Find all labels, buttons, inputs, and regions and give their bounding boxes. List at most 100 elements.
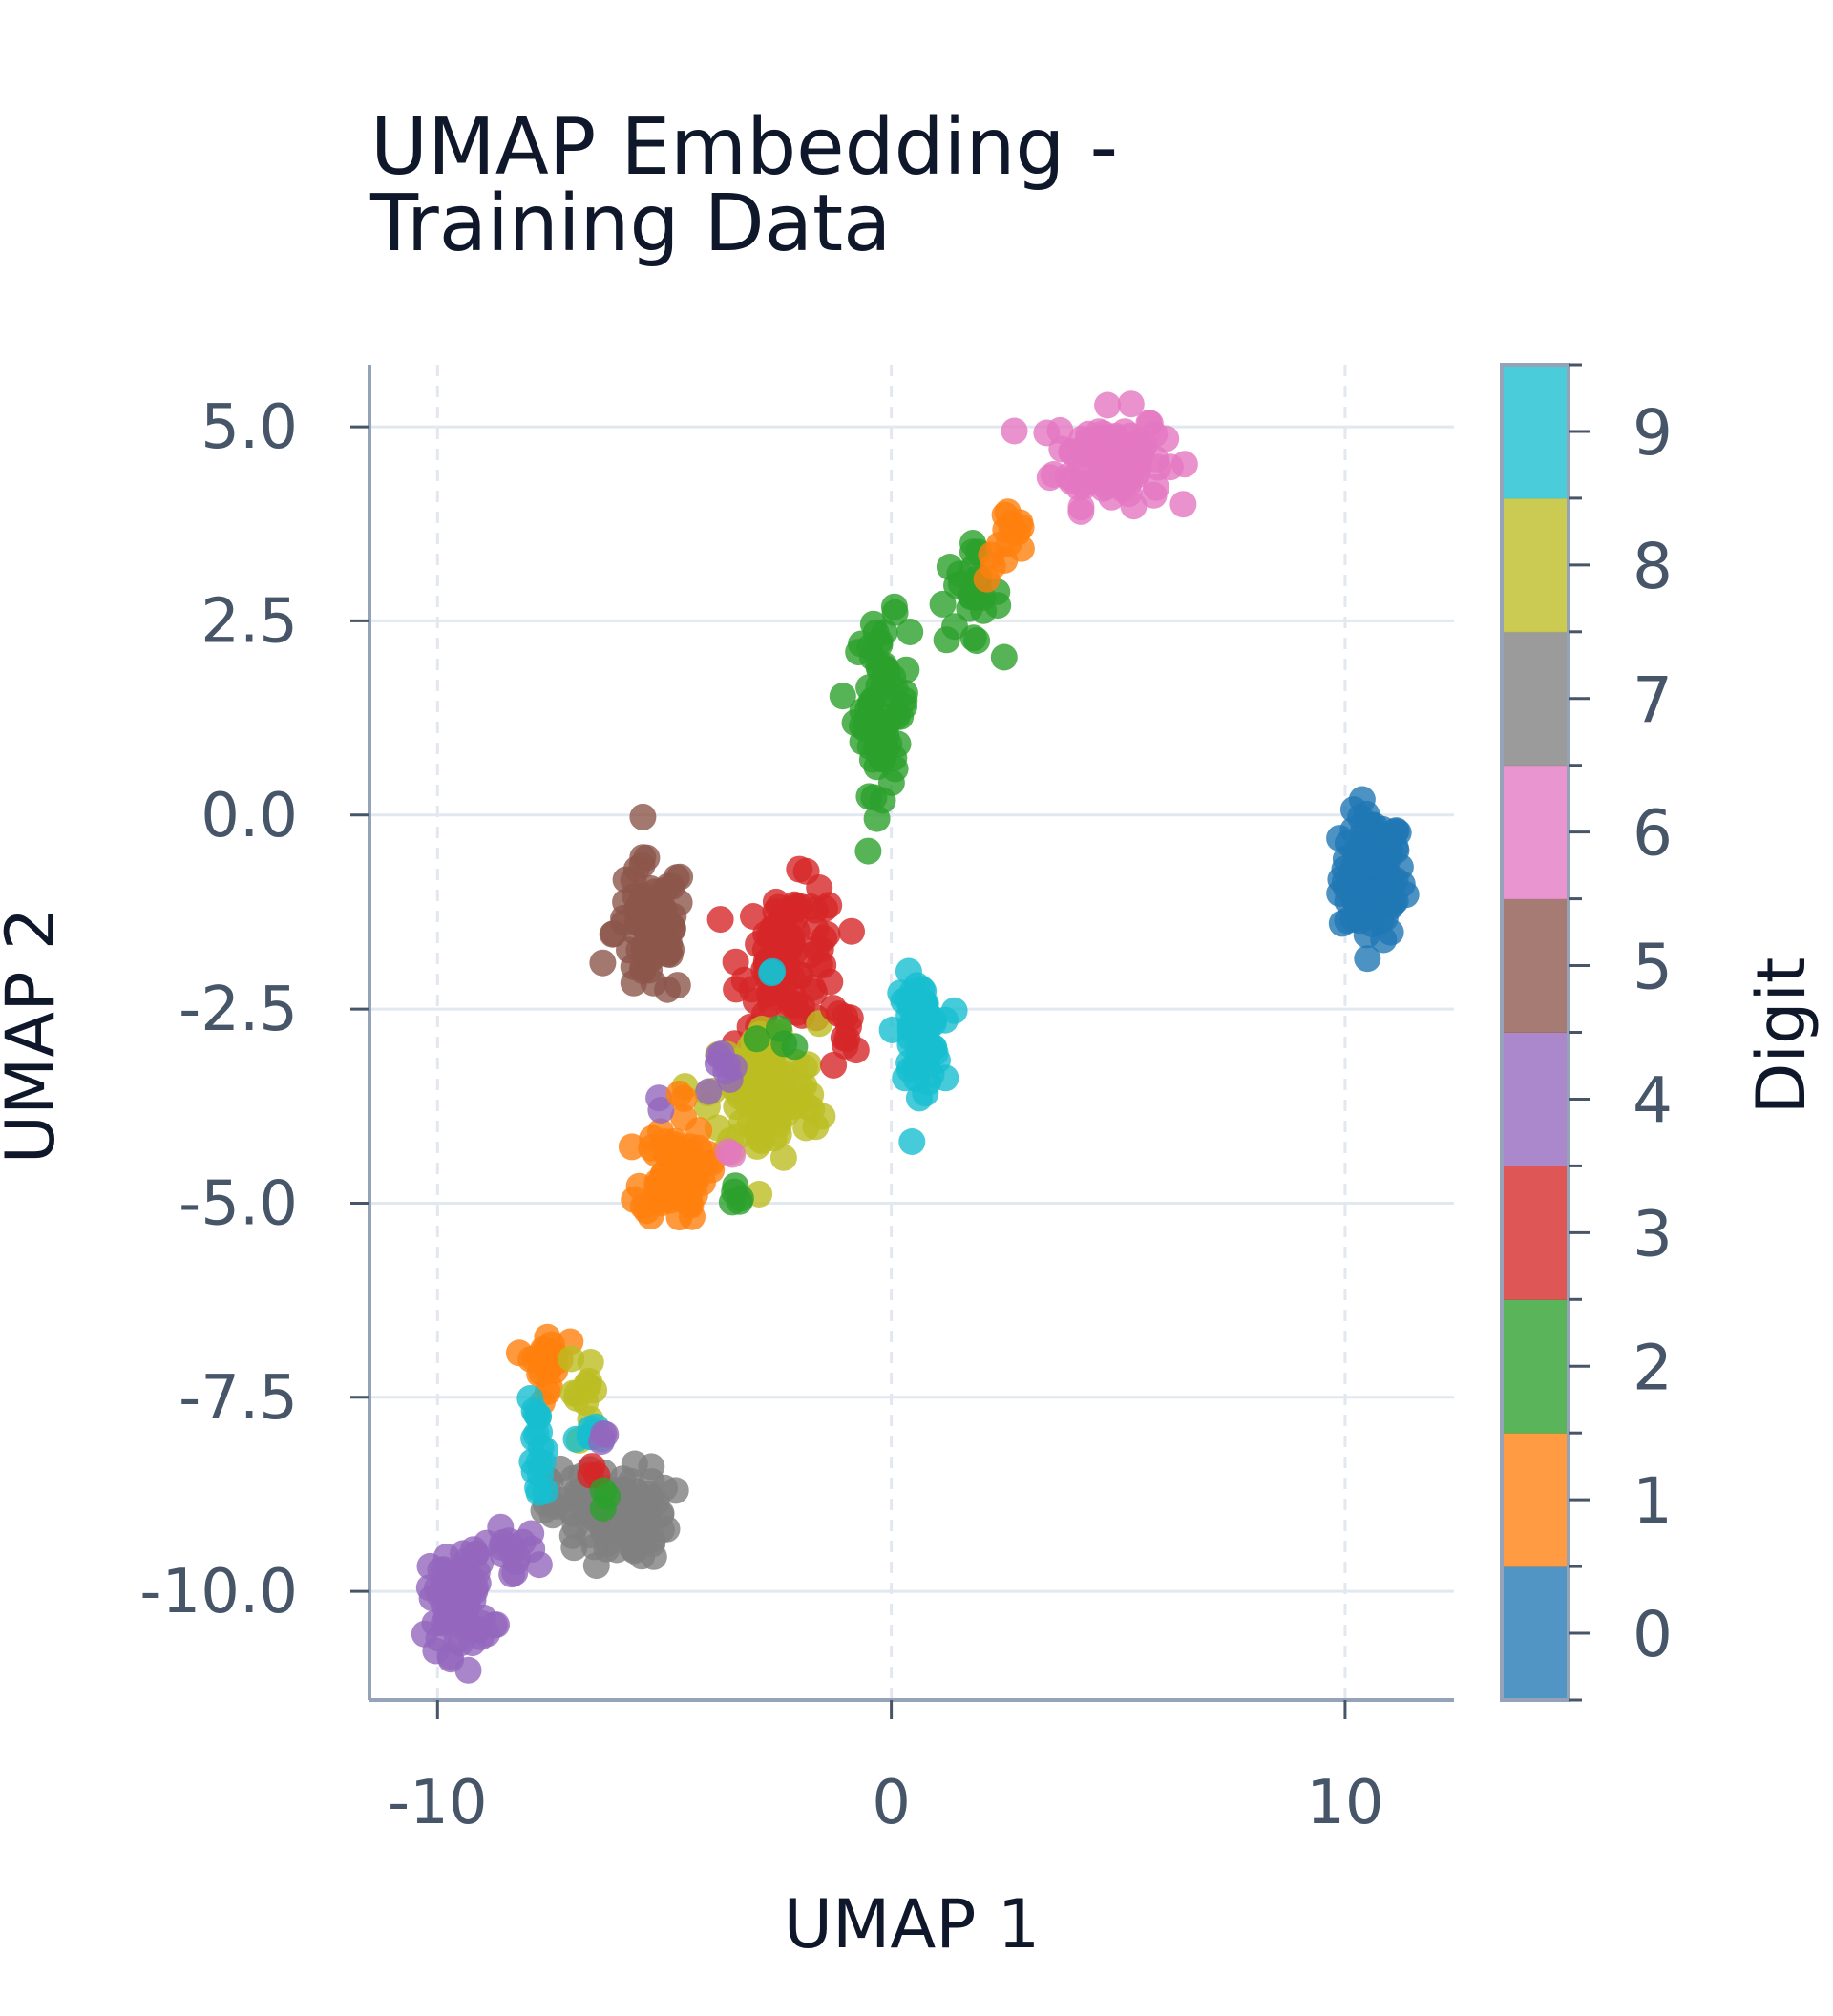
scatter-point	[679, 1203, 706, 1230]
x-tick-label: 0	[872, 1768, 911, 1838]
scatter-point	[498, 1539, 526, 1565]
scatter-point	[459, 1586, 487, 1614]
scatter-point	[719, 1141, 747, 1168]
colorbar-tick-label: 3	[1633, 1197, 1673, 1270]
colorbar-tick-label: 0	[1633, 1598, 1673, 1671]
y-axis-ticks: 5.0 2.5 0.0 -2.5 -5.0 -7.5 -10.0	[139, 392, 369, 1628]
scatter-point	[695, 1078, 723, 1105]
scatter-point	[759, 917, 787, 945]
x-tick-label: 10	[1306, 1768, 1383, 1838]
scatter-point	[422, 1637, 450, 1665]
colorbar-segment	[1502, 365, 1569, 499]
scatter-point	[620, 969, 647, 997]
scatter-point	[782, 937, 810, 965]
scatter-point	[1074, 427, 1102, 453]
colorbar-tick-label: 1	[1633, 1464, 1673, 1538]
scatter-point	[730, 966, 758, 994]
scatter-point	[1346, 875, 1374, 903]
scatter-point	[1354, 902, 1381, 930]
y-tick-label: -7.5	[179, 1363, 298, 1434]
scatter-point	[450, 1540, 476, 1567]
scatter-point	[517, 1520, 545, 1547]
scatter-point	[572, 1389, 600, 1417]
scatter-point	[829, 682, 856, 710]
scatter-point	[898, 1128, 926, 1155]
colorbar-label: Digit	[1742, 957, 1821, 1115]
scatter-point	[933, 626, 960, 654]
scatter-point	[580, 1533, 608, 1561]
axes	[368, 365, 1454, 1702]
scatter-point	[1334, 830, 1361, 857]
scatter-point	[813, 920, 841, 948]
scatter-point	[765, 1015, 792, 1042]
scatter-point	[881, 598, 909, 626]
scatter-point	[532, 1478, 559, 1505]
scatter-point	[429, 1575, 456, 1603]
colorbar-segment	[1502, 1299, 1569, 1434]
scatter-point	[849, 698, 876, 724]
scatter-point	[1141, 420, 1169, 448]
colorbar-tick-label: 4	[1633, 1063, 1673, 1137]
scatter-point	[742, 987, 769, 1015]
scatter-point	[1379, 872, 1406, 900]
scatter-point	[762, 888, 790, 915]
scatter-point	[525, 1551, 553, 1579]
scatter-point	[1003, 518, 1031, 546]
scatter-point	[751, 1068, 779, 1096]
scatter-point	[774, 1064, 802, 1092]
scatter-point	[662, 1477, 689, 1504]
scatter-point	[1339, 796, 1367, 824]
scatter-point	[990, 643, 1018, 671]
y-tick-label: -5.0	[179, 1168, 298, 1239]
scatter-point	[743, 1025, 770, 1053]
scatter-point	[704, 1050, 731, 1078]
scatter-point	[912, 1080, 939, 1107]
scatter-point	[854, 837, 882, 865]
scatter-point	[622, 855, 650, 883]
scatter-point	[1169, 491, 1197, 518]
scatter-point	[416, 1552, 444, 1580]
scatter-point	[685, 1117, 713, 1144]
scatter-point	[454, 1613, 482, 1641]
scatter-point	[881, 755, 909, 783]
scatter-point	[963, 627, 991, 655]
chart-title-line: Training Data	[369, 178, 891, 269]
scatter-point	[842, 1037, 870, 1064]
y-tick-label: 5.0	[200, 392, 298, 463]
y-axis-label: UMAP 2	[0, 908, 70, 1165]
scatter-point	[1067, 497, 1095, 525]
colorbar-tick-label: 6	[1633, 797, 1673, 871]
scatter-point	[1145, 453, 1172, 481]
scatter-point	[589, 949, 617, 976]
scatter-point	[1046, 416, 1074, 444]
scatter-point	[946, 560, 974, 588]
scatter-point	[660, 902, 687, 930]
scatter-point	[820, 995, 847, 1022]
scatter-point	[621, 1450, 648, 1478]
scatter-point	[781, 1033, 809, 1060]
scatter-point	[820, 1051, 848, 1079]
scatter-point	[887, 979, 915, 1007]
scatter-point	[896, 619, 924, 645]
y-tick-label: -10.0	[139, 1557, 298, 1628]
x-axis-label: UMAP 1	[784, 1885, 1041, 1964]
chart-title-line: UMAP Embedding -	[370, 102, 1118, 193]
scatter-point	[792, 1114, 820, 1142]
scatter-point	[663, 864, 690, 892]
colorbar-segment	[1502, 631, 1569, 766]
scatter-point	[970, 597, 998, 624]
scatter-point	[929, 590, 957, 618]
scatter-point	[1001, 417, 1028, 445]
colorbar-segment	[1502, 1433, 1569, 1567]
scatter-point	[792, 857, 820, 885]
colorbar-segment	[1502, 1166, 1569, 1300]
scatter-point	[902, 1005, 930, 1033]
scatter-point	[1381, 834, 1409, 862]
scatter-point	[740, 903, 767, 930]
scatter-point	[588, 1428, 615, 1456]
scatter-point	[642, 878, 668, 906]
scatter-point	[978, 541, 1005, 569]
scatter-point	[1094, 391, 1122, 419]
scatter-point	[670, 1084, 698, 1112]
